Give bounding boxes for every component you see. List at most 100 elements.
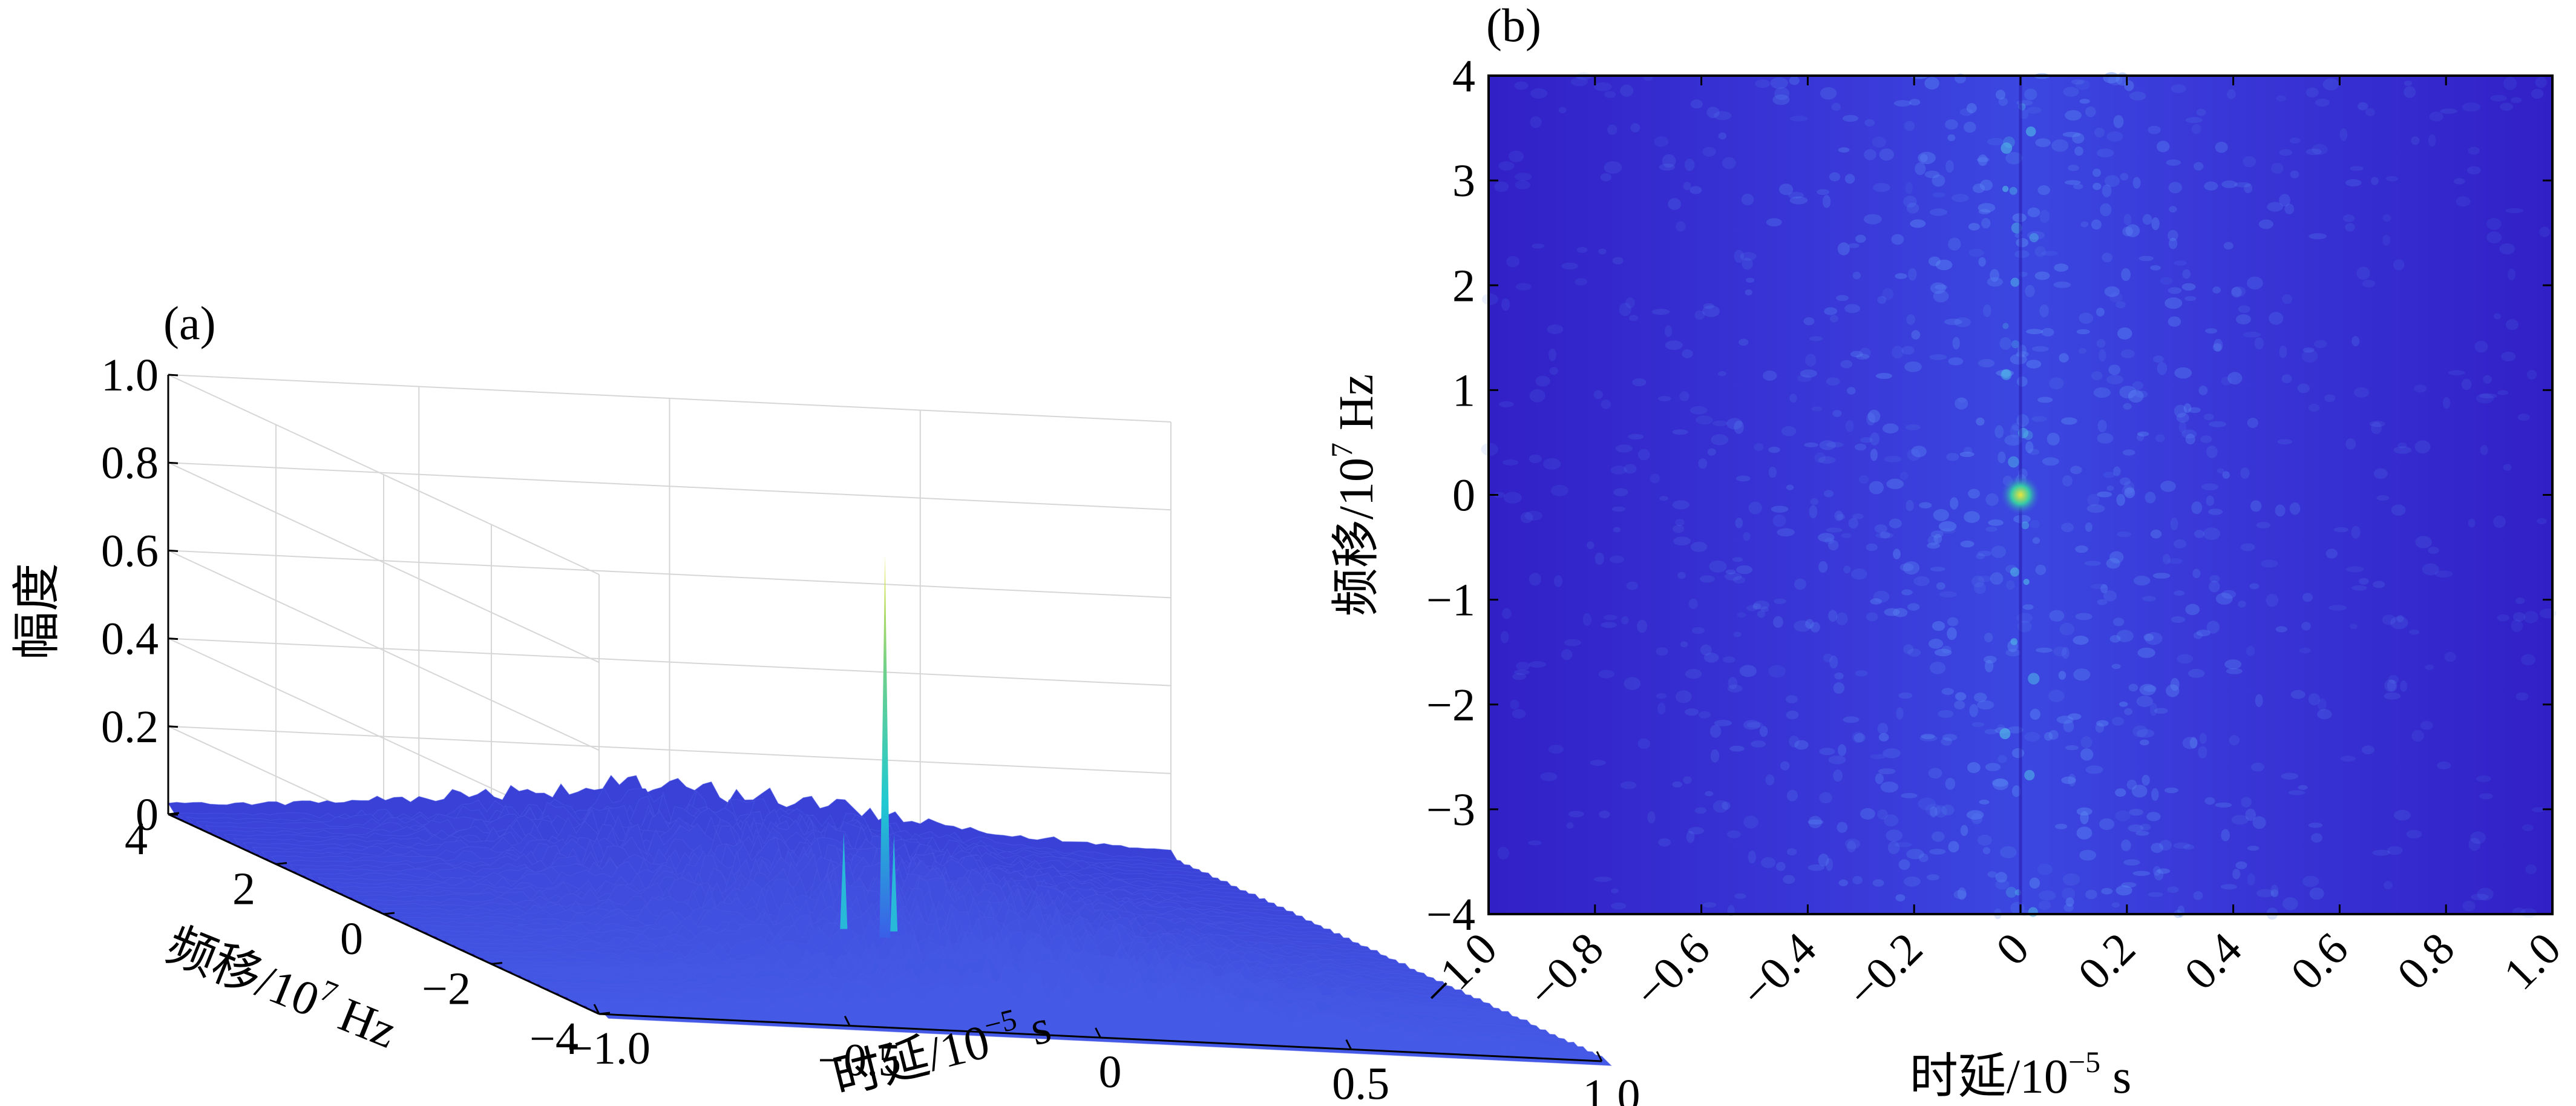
heatmap-speckle <box>1971 813 1983 825</box>
heatmap-speckle <box>1811 406 1823 412</box>
heatmap-speckle <box>2036 647 2053 653</box>
x-tick-label: −0.8 <box>1518 923 1613 1018</box>
heatmap-speckle <box>2028 449 2040 455</box>
heatmap-speckle <box>2422 563 2439 576</box>
heatmap-speckle <box>2531 807 2545 812</box>
heatmap-speckle <box>1746 605 1758 611</box>
x-tick-mark <box>593 1004 600 1015</box>
heatmap-speckle <box>1983 304 1991 317</box>
heatmap-speckle <box>1707 448 1716 456</box>
heatmap-speckle <box>2062 475 2073 487</box>
heatmap-speckle <box>1998 755 2007 763</box>
heatmap-speckle <box>2145 492 2156 504</box>
heatmap-speckle <box>2178 421 2186 433</box>
x-tick-label: −0.6 <box>1625 923 1720 1018</box>
heatmap-speckle <box>2499 243 2515 255</box>
heatmap-speckle <box>1725 569 1736 574</box>
heatmap-speckle <box>1935 285 1948 290</box>
heatmap-speckle <box>1877 723 1889 735</box>
heatmap-speckle <box>2075 613 2093 620</box>
y-tick-mark <box>491 962 503 965</box>
heatmap-speckle <box>1967 762 1981 774</box>
heatmap-speckle <box>1911 446 1927 458</box>
heatmap-speckle <box>1893 100 1912 107</box>
heatmap-speckle <box>2221 590 2237 599</box>
heatmap-speckle <box>2140 739 2149 746</box>
heatmap-speckle <box>1878 768 1896 774</box>
heatmap-speckle <box>1909 99 1921 106</box>
heatmap-speckle <box>2090 584 2108 589</box>
heatmap-speckle <box>1863 214 1882 225</box>
heatmap-speckle <box>2122 226 2134 237</box>
heatmap-speckle <box>1694 310 1705 320</box>
heatmap-speckle <box>2400 680 2408 692</box>
heatmap-speckle <box>2074 146 2083 156</box>
heatmap-speckle <box>1904 361 1922 372</box>
heatmap-speckle <box>2404 86 2416 98</box>
heatmap-speckle <box>2480 445 2488 455</box>
heatmap-speckle <box>1994 425 2004 438</box>
heatmap-speckle <box>2420 721 2433 730</box>
heatmap-speckle <box>1809 505 1818 519</box>
heatmap-peak <box>2000 474 2041 516</box>
heatmap-speckle <box>2387 846 2403 855</box>
heatmap-speckle <box>1838 147 1850 153</box>
heatmap-speckle <box>1680 641 1688 648</box>
heatmap-speckle <box>2299 647 2311 654</box>
heatmap-speckle <box>2111 717 2125 726</box>
heatmap-speckle <box>2235 861 2247 869</box>
heatmap-speckle <box>1921 734 1935 739</box>
heatmap-speckle <box>1907 648 1921 657</box>
heatmap-speckle <box>2503 464 2512 471</box>
heatmap-speckle <box>1998 97 2008 107</box>
heatmap-ridge-blob <box>1999 728 2011 739</box>
heatmap-speckle <box>2217 468 2224 474</box>
heatmap-speckle <box>2025 441 2034 453</box>
heatmap-speckle <box>1978 359 1995 367</box>
heatmap-speckle <box>2168 287 2182 294</box>
heatmap-speckle <box>1845 420 1854 432</box>
heatmap-ridge-blob <box>2010 638 2018 645</box>
heatmap-speckle <box>2091 371 2103 381</box>
heatmap-speckle <box>2097 420 2107 432</box>
heatmap-speckle <box>1930 282 1946 294</box>
heatmap-speckle <box>1936 582 1945 590</box>
heatmap-speckle <box>2073 668 2091 681</box>
heatmap-speckle <box>1910 219 1926 228</box>
heatmap-speckle <box>1893 548 1901 559</box>
heatmap-speckle <box>2111 902 2120 908</box>
heatmap-speckle <box>1840 360 1853 369</box>
heatmap-speckle <box>1864 119 1875 127</box>
heatmap-speckle <box>2252 816 2266 829</box>
heatmap-speckle <box>1834 672 1844 680</box>
heatmap-speckle <box>2393 259 2405 271</box>
heatmap-speckle <box>1995 90 2006 100</box>
heatmap-speckle <box>2222 471 2230 479</box>
heatmap-speckle <box>1637 449 1650 461</box>
heatmap-speckle <box>2026 360 2042 369</box>
heatmap-speckle <box>1733 631 1742 637</box>
heatmap-speckle <box>1919 735 1938 742</box>
heatmap-speckle <box>1587 541 1594 550</box>
heatmap-speckle <box>2511 97 2522 104</box>
heatmap-speckle <box>2477 887 2494 901</box>
z-tick-label: 0.2 <box>101 702 159 752</box>
heatmap-speckle <box>2462 900 2476 912</box>
heatmap-speckle <box>2189 737 2198 749</box>
heatmap-speckle <box>1529 454 1542 464</box>
heatmap-speckle <box>1903 644 1914 654</box>
heatmap-speckle <box>2515 597 2525 604</box>
heatmap-speckle <box>2247 276 2263 290</box>
heatmap-speckle <box>2342 214 2355 222</box>
heatmap-speckle <box>2302 593 2313 602</box>
heatmap-speckle <box>1832 410 1842 417</box>
heatmap-speckle <box>2142 214 2152 225</box>
heatmap-speckle <box>1677 571 1686 579</box>
x-tick-label: 0.4 <box>2175 923 2252 1000</box>
heatmap-speckle <box>2042 457 2059 466</box>
heatmap-speckle <box>1625 297 1635 309</box>
heatmap-speckle <box>2289 137 2301 144</box>
heatmap-speckle <box>1852 271 1861 280</box>
heatmap-ridge-blob <box>2028 673 2040 685</box>
